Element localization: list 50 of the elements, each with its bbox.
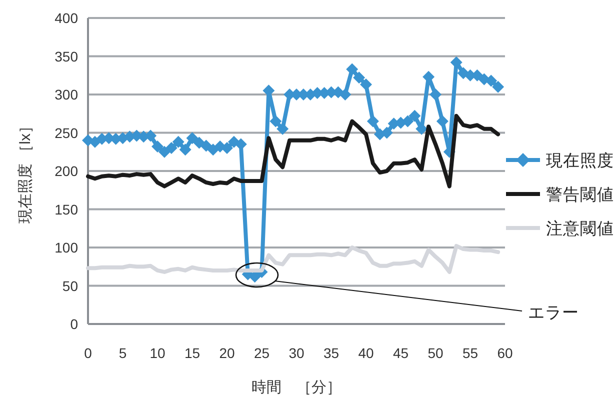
point <box>492 80 504 93</box>
point <box>158 146 170 158</box>
y-tick-label: 400 <box>54 10 78 26</box>
point <box>360 78 372 91</box>
point <box>346 63 358 76</box>
y-tick-label: 0 <box>70 316 78 332</box>
y-tick-label: 50 <box>62 278 78 294</box>
point <box>186 132 198 144</box>
y-tick-label: 350 <box>54 48 78 64</box>
point <box>430 88 442 100</box>
text: エラー <box>528 304 579 322</box>
point <box>165 142 178 154</box>
x-tick-label: 30 <box>288 345 304 361</box>
x-tick-label: 15 <box>184 345 200 361</box>
x-tick-label: 50 <box>428 345 444 361</box>
line-series <box>86 114 500 188</box>
point <box>436 115 448 128</box>
x-tick-label: 20 <box>219 345 235 361</box>
point <box>339 88 352 100</box>
point <box>270 115 282 128</box>
x-tick-label: 60 <box>497 345 513 361</box>
legend-label: 現在照度 <box>546 151 614 170</box>
legend-label: 注意閾値 <box>546 219 614 238</box>
x-tick-label: 25 <box>254 345 270 361</box>
point <box>408 110 421 122</box>
y-tick-label: 300 <box>54 86 78 102</box>
point <box>152 140 164 153</box>
x-tick-label: 10 <box>150 345 166 361</box>
y-tick-label: 200 <box>54 163 78 179</box>
point <box>172 136 184 148</box>
y-tick-label: 250 <box>54 124 78 141</box>
point <box>276 122 289 135</box>
point <box>200 140 212 152</box>
x-tick-label: 0 <box>84 345 92 361</box>
x-tick-label: 55 <box>462 345 478 361</box>
point <box>179 144 192 156</box>
x-axis-title: 時間 ［分］ <box>252 379 342 396</box>
x-tick-label: 45 <box>392 345 409 361</box>
point <box>485 74 498 87</box>
point <box>353 72 366 84</box>
point <box>234 138 247 150</box>
point <box>221 142 233 154</box>
x-tick-label: 35 <box>323 345 340 361</box>
y-tick-label: 150 <box>54 201 78 218</box>
y-axis-title: 現在照度 ［lx］ <box>17 118 34 224</box>
legend-label: 警告閾値 <box>546 185 614 204</box>
y-tick-label: 100 <box>54 240 78 256</box>
point <box>366 115 379 128</box>
x-tick-label: 40 <box>358 345 374 361</box>
x-tick-label: 5 <box>118 345 127 361</box>
